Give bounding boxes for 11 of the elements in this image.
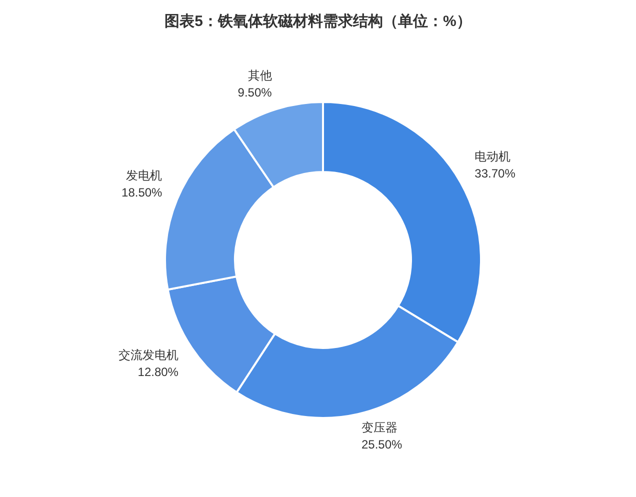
data-label: 9.50% bbox=[238, 86, 272, 100]
data-label: 18.50% bbox=[122, 185, 163, 200]
chart-title: 图表5：铁氧体软磁材料需求结构（单位：%） bbox=[164, 13, 472, 30]
slice-label: 其他 bbox=[248, 68, 272, 83]
slice-label: 交流发电机 bbox=[118, 348, 178, 362]
slice-label: 电动机 bbox=[474, 150, 511, 164]
slice-label: 变压器 bbox=[361, 420, 398, 435]
data-label: 33.70% bbox=[474, 166, 516, 181]
slice-label: 发电机 bbox=[126, 168, 162, 182]
data-label: 25.50% bbox=[361, 438, 403, 452]
data-label: 12.80% bbox=[138, 364, 179, 379]
